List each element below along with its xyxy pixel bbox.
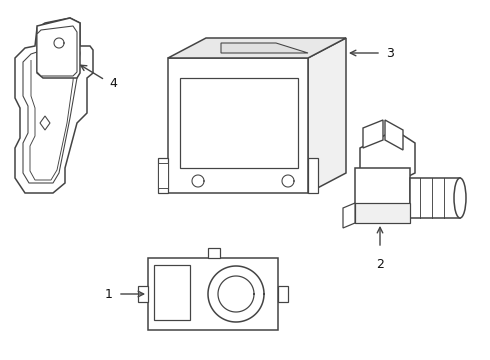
Polygon shape (15, 18, 93, 193)
Polygon shape (192, 175, 204, 187)
Polygon shape (410, 178, 460, 218)
Polygon shape (40, 116, 50, 130)
Polygon shape (148, 258, 278, 330)
Polygon shape (180, 78, 298, 168)
Polygon shape (158, 158, 168, 193)
Polygon shape (138, 286, 148, 302)
Polygon shape (158, 163, 168, 188)
Polygon shape (168, 58, 308, 193)
Polygon shape (282, 175, 294, 187)
Polygon shape (308, 158, 318, 193)
Polygon shape (23, 30, 80, 183)
Polygon shape (221, 43, 308, 53)
Polygon shape (168, 38, 346, 58)
Polygon shape (278, 286, 288, 302)
Polygon shape (37, 18, 80, 78)
Polygon shape (54, 38, 64, 48)
Polygon shape (343, 203, 355, 228)
Polygon shape (208, 266, 264, 322)
Polygon shape (30, 38, 75, 180)
Text: 4: 4 (109, 77, 117, 90)
Text: 1: 1 (105, 288, 113, 301)
Ellipse shape (454, 178, 466, 218)
Polygon shape (218, 276, 254, 312)
Text: 3: 3 (386, 46, 394, 59)
Polygon shape (37, 26, 77, 76)
Text: 2: 2 (376, 258, 384, 271)
Polygon shape (355, 203, 410, 223)
Polygon shape (385, 120, 403, 150)
Polygon shape (308, 38, 346, 193)
Polygon shape (355, 168, 410, 223)
Polygon shape (208, 248, 220, 258)
Polygon shape (360, 130, 415, 188)
Polygon shape (363, 120, 383, 148)
Polygon shape (154, 265, 190, 320)
